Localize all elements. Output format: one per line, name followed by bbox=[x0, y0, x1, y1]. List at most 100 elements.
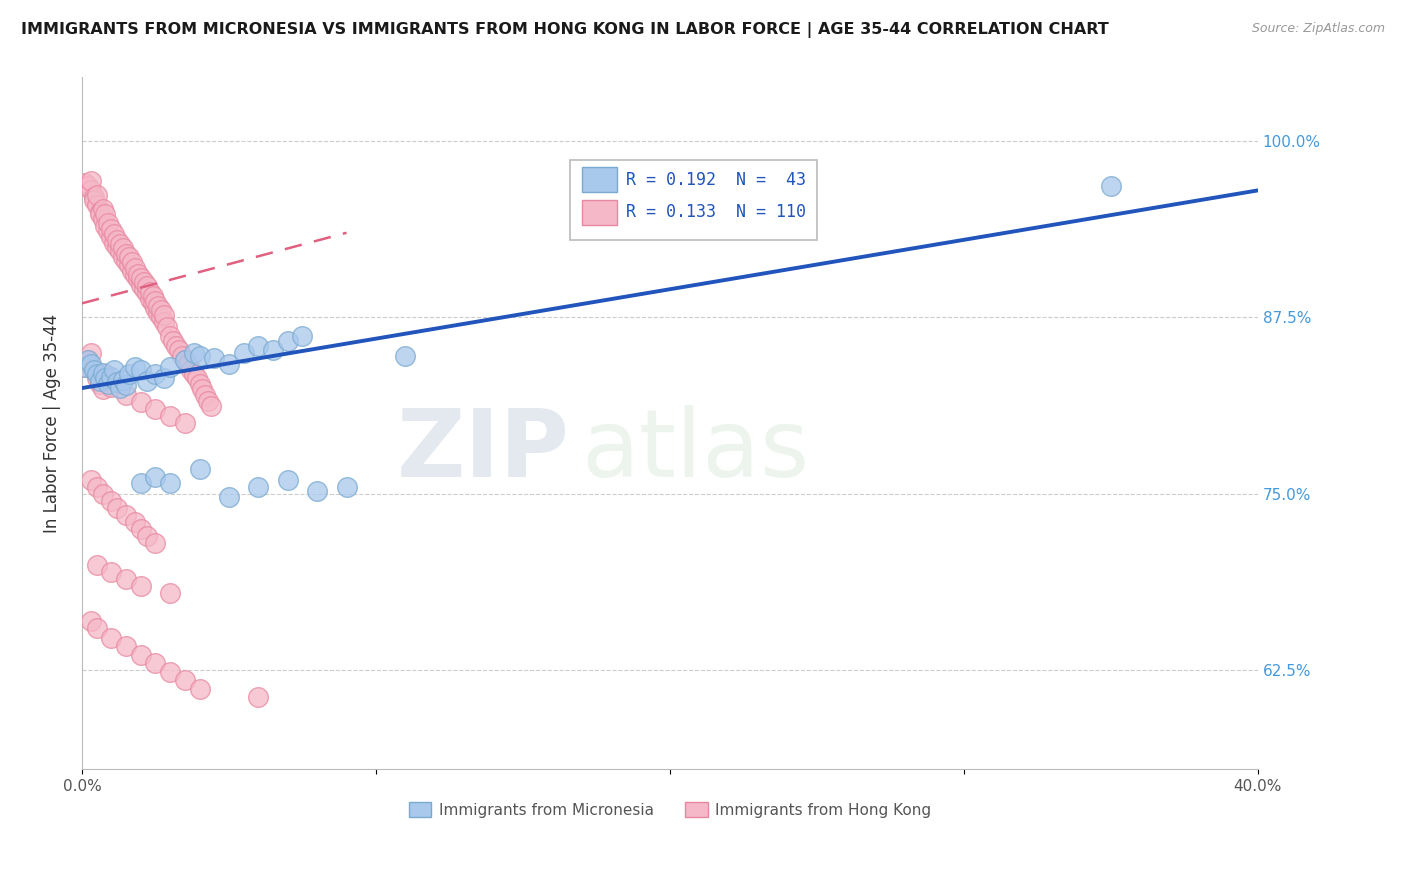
Point bbox=[141, 296, 163, 310]
Point bbox=[91, 211, 114, 226]
Point bbox=[118, 258, 141, 272]
Point bbox=[115, 640, 138, 654]
Point bbox=[80, 473, 103, 487]
Point bbox=[202, 351, 225, 366]
Point bbox=[173, 352, 195, 367]
Point bbox=[129, 648, 152, 662]
Point bbox=[89, 207, 111, 221]
Point bbox=[103, 227, 125, 242]
Point bbox=[100, 379, 122, 393]
Point bbox=[112, 373, 135, 387]
Point bbox=[180, 362, 202, 376]
Point bbox=[76, 352, 98, 367]
Point bbox=[121, 264, 143, 278]
Point bbox=[159, 409, 181, 424]
Point bbox=[118, 367, 141, 381]
FancyBboxPatch shape bbox=[582, 168, 617, 193]
Point bbox=[145, 470, 167, 484]
Y-axis label: In Labor Force | Age 35-44: In Labor Force | Age 35-44 bbox=[44, 314, 60, 533]
Point bbox=[188, 681, 211, 696]
Point bbox=[183, 345, 205, 359]
Point bbox=[159, 665, 181, 679]
Point bbox=[100, 631, 122, 645]
Point bbox=[129, 362, 152, 376]
Point bbox=[124, 359, 146, 374]
Point bbox=[148, 306, 170, 320]
Point bbox=[89, 376, 111, 391]
Point bbox=[129, 522, 152, 536]
Point bbox=[127, 272, 149, 286]
Point bbox=[76, 179, 98, 194]
Point bbox=[91, 202, 114, 216]
Point bbox=[105, 233, 128, 247]
Point bbox=[80, 173, 103, 187]
Point bbox=[277, 334, 299, 349]
Point bbox=[129, 395, 152, 409]
Text: IMMIGRANTS FROM MICRONESIA VS IMMIGRANTS FROM HONG KONG IN LABOR FORCE | AGE 35-: IMMIGRANTS FROM MICRONESIA VS IMMIGRANTS… bbox=[21, 22, 1109, 38]
Point bbox=[112, 250, 135, 264]
Point bbox=[186, 371, 208, 385]
Point bbox=[80, 357, 103, 371]
Point bbox=[153, 308, 176, 322]
Point bbox=[153, 371, 176, 385]
FancyBboxPatch shape bbox=[582, 200, 617, 225]
Point bbox=[91, 366, 114, 380]
Point bbox=[112, 241, 135, 255]
Point bbox=[159, 328, 181, 343]
Point bbox=[86, 197, 108, 211]
Point bbox=[145, 402, 167, 417]
Point bbox=[94, 219, 117, 233]
Point bbox=[135, 374, 157, 388]
Point bbox=[80, 614, 103, 628]
Point bbox=[200, 400, 222, 414]
Point bbox=[191, 383, 214, 397]
Point bbox=[83, 362, 105, 376]
Point bbox=[167, 343, 190, 357]
Point bbox=[103, 362, 125, 376]
Point bbox=[307, 484, 329, 499]
Point bbox=[100, 221, 122, 235]
Point bbox=[159, 359, 181, 374]
Point bbox=[100, 369, 122, 384]
Point bbox=[138, 285, 160, 299]
Text: ZIP: ZIP bbox=[396, 405, 569, 497]
Point bbox=[124, 261, 146, 276]
Point bbox=[145, 536, 167, 550]
Point bbox=[97, 376, 120, 391]
Point bbox=[173, 417, 195, 431]
Point bbox=[115, 378, 138, 392]
Point bbox=[94, 367, 117, 381]
Point bbox=[141, 289, 163, 303]
Point bbox=[177, 357, 200, 371]
Point bbox=[91, 383, 114, 397]
Text: Source: ZipAtlas.com: Source: ZipAtlas.com bbox=[1251, 22, 1385, 36]
Point bbox=[103, 235, 125, 250]
Point bbox=[97, 224, 120, 238]
Point bbox=[115, 247, 138, 261]
Point bbox=[89, 204, 111, 219]
Point bbox=[197, 393, 219, 408]
Point bbox=[156, 320, 179, 334]
Point bbox=[165, 339, 187, 353]
Point bbox=[108, 237, 131, 252]
Point bbox=[83, 194, 105, 208]
Point bbox=[105, 376, 128, 390]
Point bbox=[247, 339, 270, 353]
Point bbox=[86, 367, 108, 381]
Point bbox=[86, 371, 108, 385]
Point bbox=[115, 508, 138, 523]
Point bbox=[145, 293, 167, 308]
Point bbox=[135, 286, 157, 301]
Point bbox=[291, 328, 314, 343]
Text: atlas: atlas bbox=[582, 405, 810, 497]
Point bbox=[105, 240, 128, 254]
Point bbox=[183, 367, 205, 381]
Point bbox=[100, 230, 122, 244]
Legend: Immigrants from Micronesia, Immigrants from Hong Kong: Immigrants from Micronesia, Immigrants f… bbox=[402, 796, 938, 824]
Point bbox=[159, 586, 181, 600]
Point bbox=[247, 480, 270, 494]
Point bbox=[100, 565, 122, 579]
Point bbox=[89, 374, 111, 388]
Point bbox=[76, 352, 98, 367]
Point bbox=[188, 461, 211, 475]
